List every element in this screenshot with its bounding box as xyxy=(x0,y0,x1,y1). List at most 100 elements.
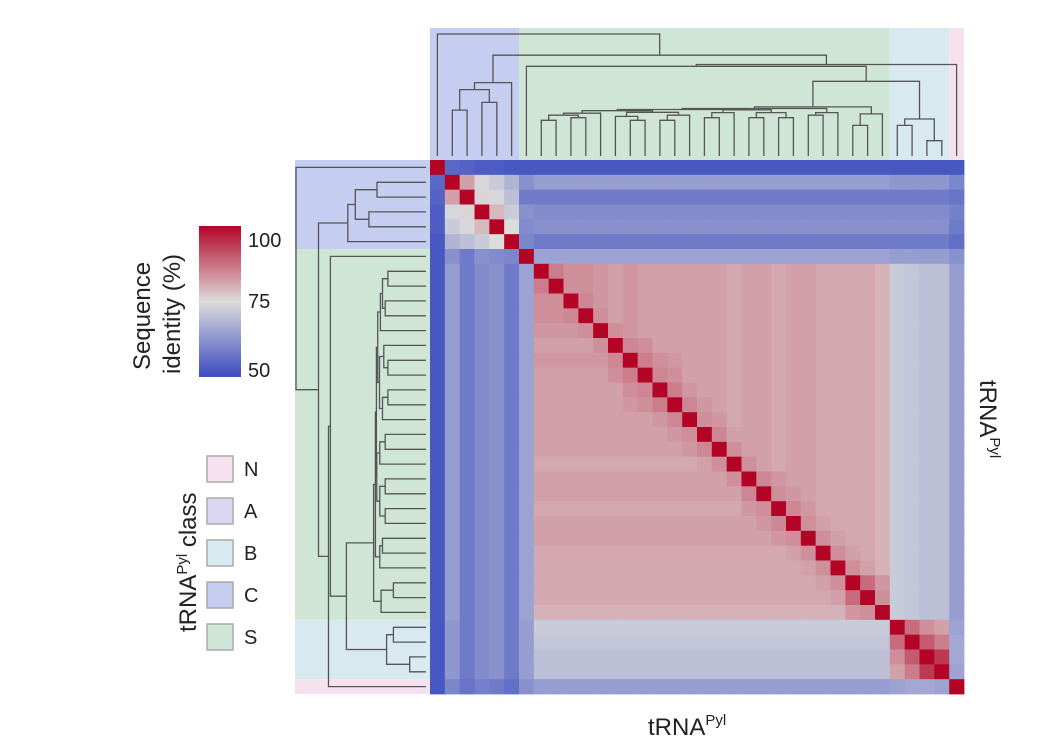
heatmap-cell xyxy=(771,530,787,547)
dendrogram-link xyxy=(562,112,602,156)
heatmap-cell xyxy=(489,664,505,680)
heatmap-cell xyxy=(875,338,891,354)
heatmap-cell xyxy=(519,278,535,294)
heatmap-cell xyxy=(830,545,846,561)
dendrogram-link xyxy=(629,119,646,156)
heatmap-cell xyxy=(682,441,698,458)
heatmap-cell xyxy=(563,382,579,398)
heatmap-cell xyxy=(622,352,639,369)
heatmap-cell xyxy=(444,278,461,294)
heatmap-cell xyxy=(682,189,698,205)
heatmap-cell xyxy=(800,427,817,443)
heatmap-cell xyxy=(756,590,772,606)
heatmap-cell xyxy=(444,545,461,561)
heatmap-cell xyxy=(949,649,965,665)
heatmap-cell xyxy=(533,501,550,517)
heatmap-cell xyxy=(904,605,920,621)
dendrogram-link xyxy=(548,114,579,121)
heatmap-cell xyxy=(741,278,757,294)
heatmap-cell xyxy=(860,338,876,354)
heatmap-cell xyxy=(889,263,906,280)
heatmap-cell xyxy=(608,219,624,235)
heatmap-cell xyxy=(578,338,594,354)
heatmap-cell xyxy=(815,619,831,636)
heatmap-cell xyxy=(697,174,713,191)
heatmap-cell xyxy=(845,249,861,265)
heatmap-cell xyxy=(548,397,564,413)
heatmap-cell xyxy=(711,427,728,443)
heatmap-cell xyxy=(845,412,861,428)
heatmap-cell xyxy=(830,160,846,176)
heatmap-cell xyxy=(830,352,846,369)
heatmap-cell xyxy=(474,590,490,606)
heatmap-cell xyxy=(830,427,846,443)
heatmap-cell xyxy=(919,634,935,650)
heatmap-cell xyxy=(622,545,639,561)
heatmap-cell xyxy=(726,367,742,383)
legend-label-a: A xyxy=(244,501,258,523)
heatmap-cell xyxy=(593,352,609,369)
heatmap-cell xyxy=(608,189,624,205)
heatmap-cell xyxy=(489,338,505,354)
heatmap-cell xyxy=(934,575,950,591)
heatmap-cell xyxy=(741,234,757,250)
heatmap-cell xyxy=(682,367,698,383)
heatmap-cell xyxy=(474,427,490,443)
heatmap-cell xyxy=(860,619,876,636)
heatmap-cell xyxy=(682,278,698,294)
heatmap-cell xyxy=(934,441,950,458)
dendrogram-link xyxy=(387,359,426,376)
heatmap-cell xyxy=(533,338,550,354)
heatmap-cell xyxy=(504,501,520,517)
heatmap-cell xyxy=(519,234,535,250)
heatmap-cell xyxy=(889,486,906,502)
heatmap-cell xyxy=(474,219,490,235)
heatmap-cell xyxy=(459,471,475,487)
heatmap-cell xyxy=(578,219,594,235)
heatmap-cell xyxy=(489,516,505,532)
heatmap-cell xyxy=(533,323,550,339)
heatmap-cell xyxy=(949,590,965,606)
heatmap-cell xyxy=(548,293,564,309)
heatmap-cell xyxy=(815,412,831,428)
heatmap-cell xyxy=(444,263,461,280)
heatmap-cell xyxy=(786,397,802,413)
heatmap-cell xyxy=(697,293,713,309)
heatmap-cell xyxy=(786,590,802,606)
dendrogram-link xyxy=(481,101,498,156)
class-band-top xyxy=(430,28,519,160)
dendrogram-link xyxy=(812,80,921,119)
heatmap-cell xyxy=(875,679,891,695)
heatmap-cell xyxy=(845,456,861,472)
heatmap-cell xyxy=(593,427,609,443)
heatmap-cell xyxy=(652,160,668,176)
heatmap-cell xyxy=(771,367,787,383)
heatmap-cell xyxy=(889,441,906,458)
heatmap-cell xyxy=(622,679,639,695)
heatmap-cell xyxy=(741,219,757,235)
heatmap-cell xyxy=(934,263,950,280)
heatmap-cell xyxy=(815,471,831,487)
heatmap-cell xyxy=(711,679,728,695)
heatmap-cell xyxy=(786,516,802,532)
heatmap-cell xyxy=(430,575,446,591)
heatmap-cell xyxy=(533,219,550,235)
heatmap-cell xyxy=(904,649,920,665)
heatmap-cell xyxy=(519,575,535,591)
heatmap-cell xyxy=(444,427,461,443)
heatmap-cell xyxy=(697,338,713,354)
heatmap-cell xyxy=(548,516,564,532)
heatmap-cell xyxy=(771,649,787,665)
heatmap-cell xyxy=(726,456,742,472)
heatmap-cell xyxy=(875,486,891,502)
heatmap-cell xyxy=(860,590,876,606)
heatmap-cell xyxy=(875,308,891,324)
heatmap-cell xyxy=(697,634,713,650)
heatmap-cell xyxy=(726,560,742,576)
heatmap-cell xyxy=(830,323,846,339)
heatmap-cell xyxy=(608,456,624,472)
heatmap-cell xyxy=(830,590,846,606)
heatmap-cell xyxy=(726,234,742,250)
colorbar-title-line2: identity (%) xyxy=(159,254,186,374)
heatmap-cell xyxy=(667,590,683,606)
